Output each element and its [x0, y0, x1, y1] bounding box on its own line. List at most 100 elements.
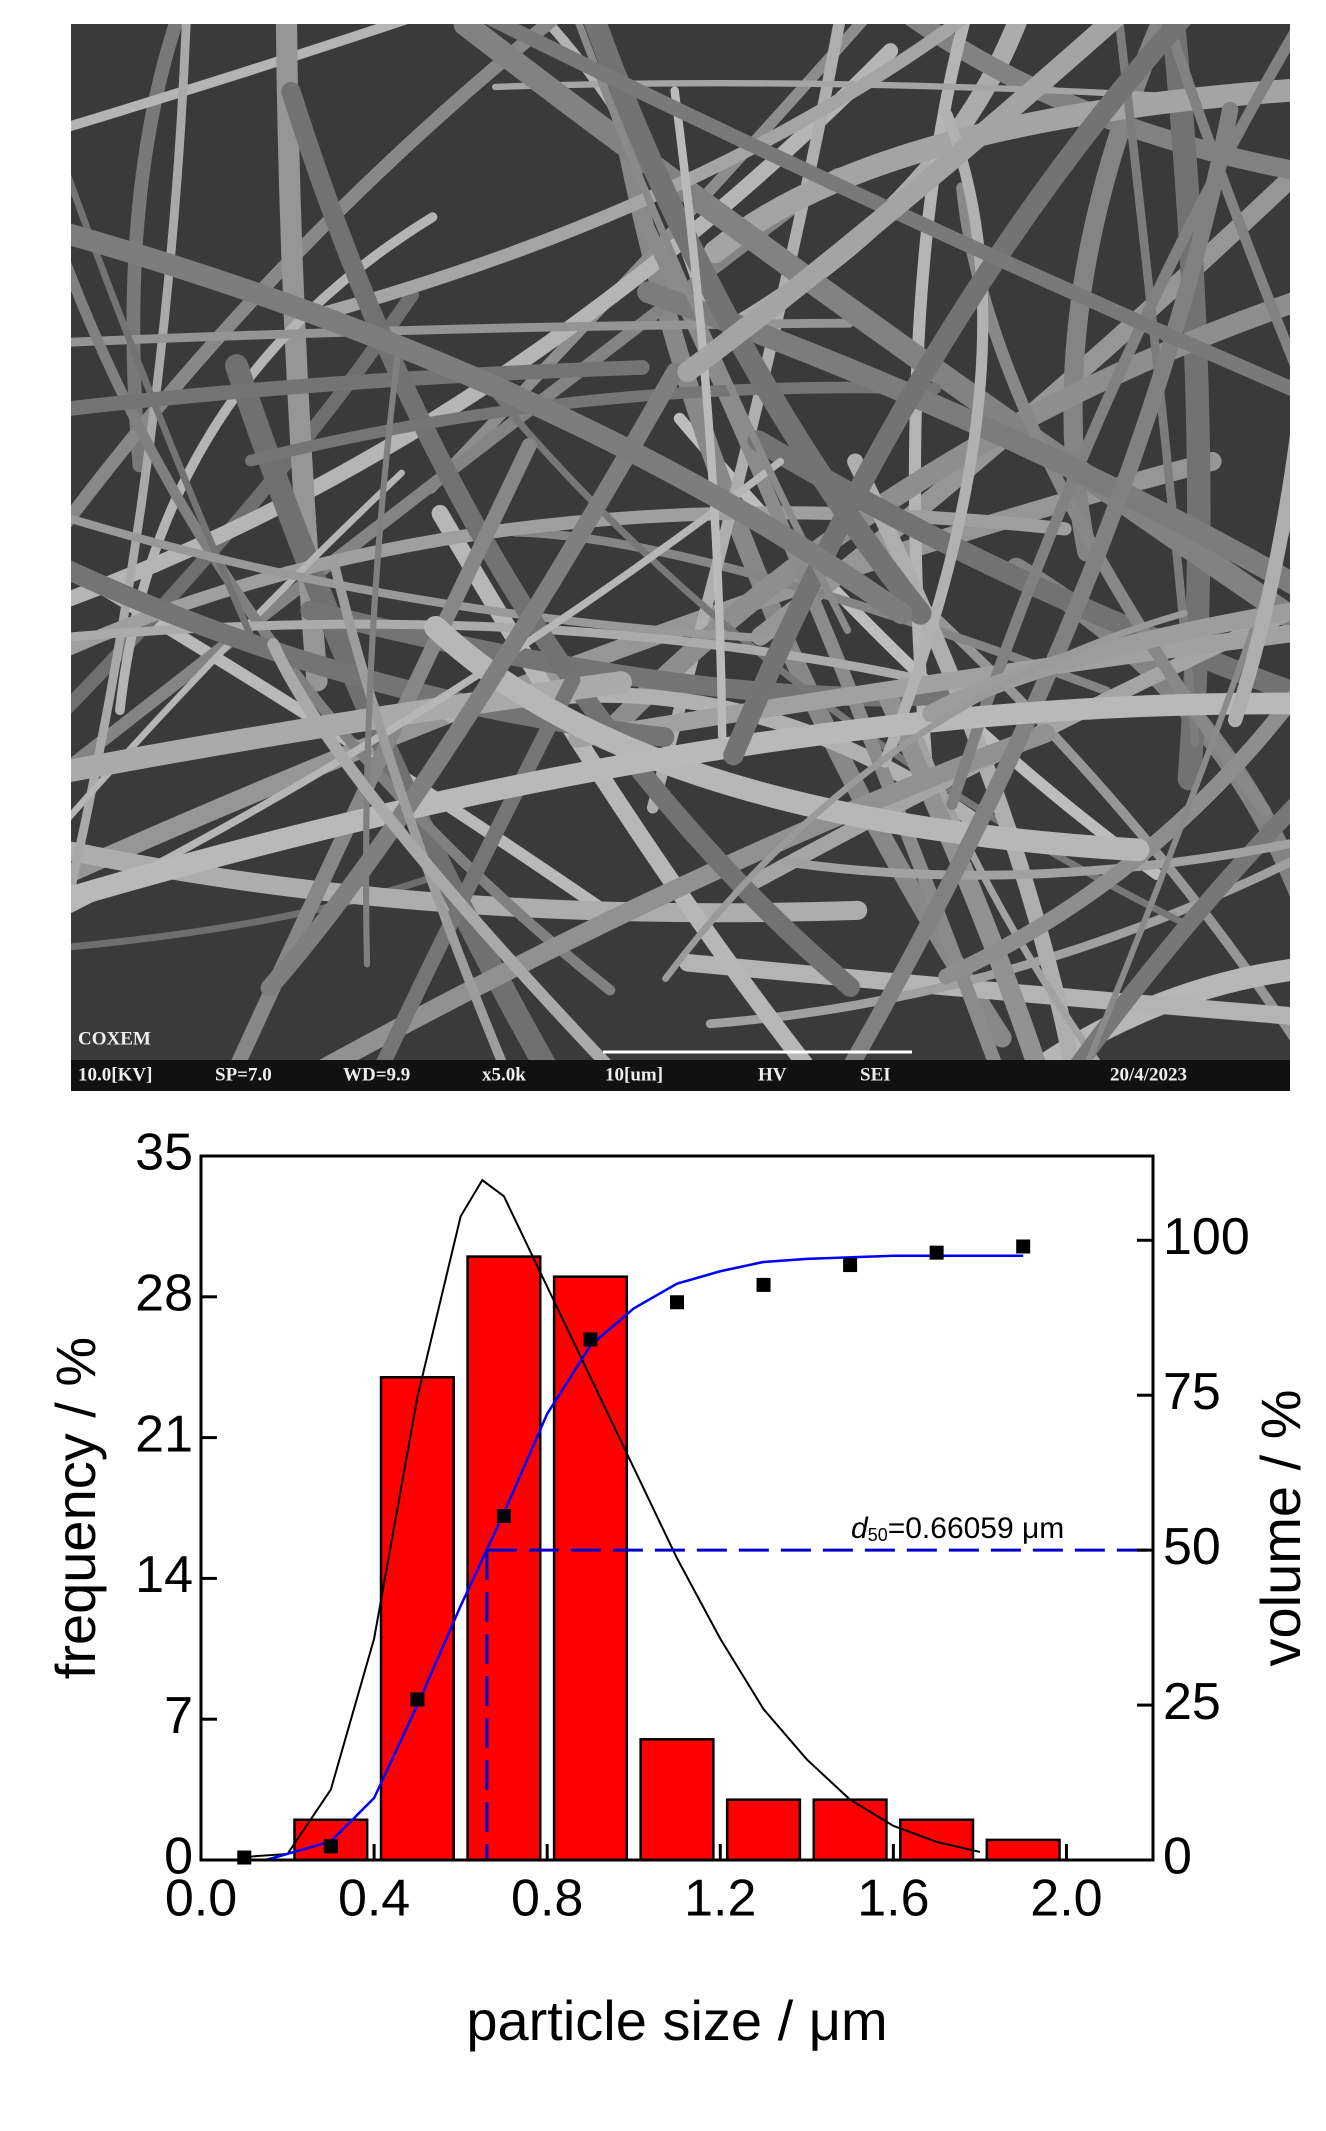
fiber	[879, 109, 989, 768]
fiber	[71, 24, 408, 132]
fiber	[260, 362, 685, 997]
fiber	[71, 318, 854, 347]
volume-point	[410, 1692, 425, 1707]
info-label: 10[um]	[605, 1064, 663, 1085]
fiber	[593, 292, 1290, 748]
fiber	[575, 24, 852, 635]
fiber	[71, 261, 616, 996]
fiber	[646, 24, 845, 814]
plot-frame	[199, 1154, 1155, 1862]
fiber	[245, 381, 941, 467]
fiber	[670, 86, 727, 741]
x-tick-label: 0.8	[511, 1870, 583, 1928]
y2-tick-label: 50	[1163, 1518, 1221, 1576]
fiber	[71, 457, 785, 914]
x-axis-title: particle size / μm	[466, 1989, 887, 2052]
bar	[552, 1275, 629, 1862]
fiber	[362, 340, 403, 968]
fiber	[477, 373, 1188, 927]
fiber	[126, 24, 183, 473]
info-label: COXEM	[78, 1028, 151, 1049]
info-label: 10.0[KV]	[78, 1064, 152, 1085]
fiber	[71, 24, 559, 528]
x-tick-label: 2.0	[1030, 1870, 1102, 1928]
bar	[639, 1738, 715, 1862]
y2-axis-title: volume / %	[1249, 1390, 1312, 1667]
x-tick-label: 1.2	[684, 1870, 756, 1928]
volume-point	[843, 1258, 858, 1273]
bar	[379, 1376, 455, 1862]
fiber	[1115, 24, 1200, 747]
fiber	[71, 560, 675, 747]
bar	[812, 1798, 888, 1862]
fiber	[703, 78, 1290, 264]
fiber	[637, 281, 1290, 595]
y-tick-label: 28	[135, 1265, 193, 1323]
fiber	[1048, 798, 1290, 1091]
fibers	[71, 24, 1290, 1091]
annotation: d50=0.66059 μm	[851, 1512, 1064, 1545]
fiber	[453, 24, 1290, 631]
y-axis-title: frequency / %	[44, 1337, 107, 1679]
fiber	[938, 688, 1290, 985]
y-tick-label: 0	[164, 1828, 193, 1886]
fiber	[738, 604, 1290, 895]
fiber	[782, 839, 1290, 880]
fiber	[1227, 433, 1290, 728]
bar	[725, 1798, 802, 1862]
bar	[985, 1838, 1061, 1862]
fiber	[71, 469, 405, 821]
annotation-part: 50	[868, 1525, 888, 1545]
volume-point	[583, 1332, 598, 1347]
volume-point	[237, 1850, 252, 1865]
fiber	[922, 602, 1290, 723]
volume-point	[323, 1839, 338, 1854]
y2-tick-label: 25	[1163, 1673, 1221, 1731]
volume-point	[670, 1295, 684, 1310]
fiber	[1162, 24, 1290, 367]
fiber	[747, 430, 1290, 702]
info-label: HV	[758, 1064, 787, 1085]
bar	[899, 1818, 975, 1862]
x-tick-label: 0.4	[338, 1870, 410, 1928]
fiber	[71, 562, 617, 921]
fiber	[679, 953, 1290, 1025]
info-label: 20/4/2023	[1110, 1064, 1187, 1085]
fiber	[217, 437, 537, 1091]
annotation-part: d	[851, 1512, 869, 1545]
fiber	[677, 24, 1124, 382]
fiber	[723, 24, 1191, 766]
volume-point	[496, 1509, 511, 1524]
x-tick-label: 0.0	[165, 1870, 237, 1928]
info-label: x5.0k	[482, 1064, 526, 1085]
fiber	[71, 451, 1222, 883]
info-label: SEI	[860, 1064, 891, 1085]
info-label: WD=9.9	[343, 1064, 410, 1085]
volume-point	[929, 1245, 944, 1260]
fiber	[71, 514, 768, 643]
volume-point	[1016, 1239, 1031, 1254]
fiber	[583, 24, 932, 625]
fiber	[71, 866, 455, 951]
y2-tick-label: 100	[1163, 1208, 1250, 1266]
fiber	[71, 223, 913, 625]
fiber	[329, 558, 520, 1091]
fiber	[361, 672, 581, 1091]
fiber	[492, 80, 1211, 102]
fit-line	[265, 1254, 1024, 1862]
x-tick-label: 1.6	[857, 1870, 929, 1928]
bar	[466, 1255, 542, 1862]
volume-point	[756, 1277, 771, 1292]
y2-tick-label: 75	[1163, 1363, 1221, 1421]
y-tick-label: 7	[164, 1687, 193, 1745]
y-tick-label: 35	[135, 1124, 193, 1182]
fiber	[895, 579, 1290, 1041]
fiber	[263, 723, 1056, 1091]
fiber	[946, 29, 1290, 810]
fiber	[705, 857, 1290, 1029]
y-tick-label: 14	[135, 1546, 193, 1604]
fiber	[485, 24, 1290, 396]
y2-tick-label: 0	[1163, 1828, 1192, 1886]
